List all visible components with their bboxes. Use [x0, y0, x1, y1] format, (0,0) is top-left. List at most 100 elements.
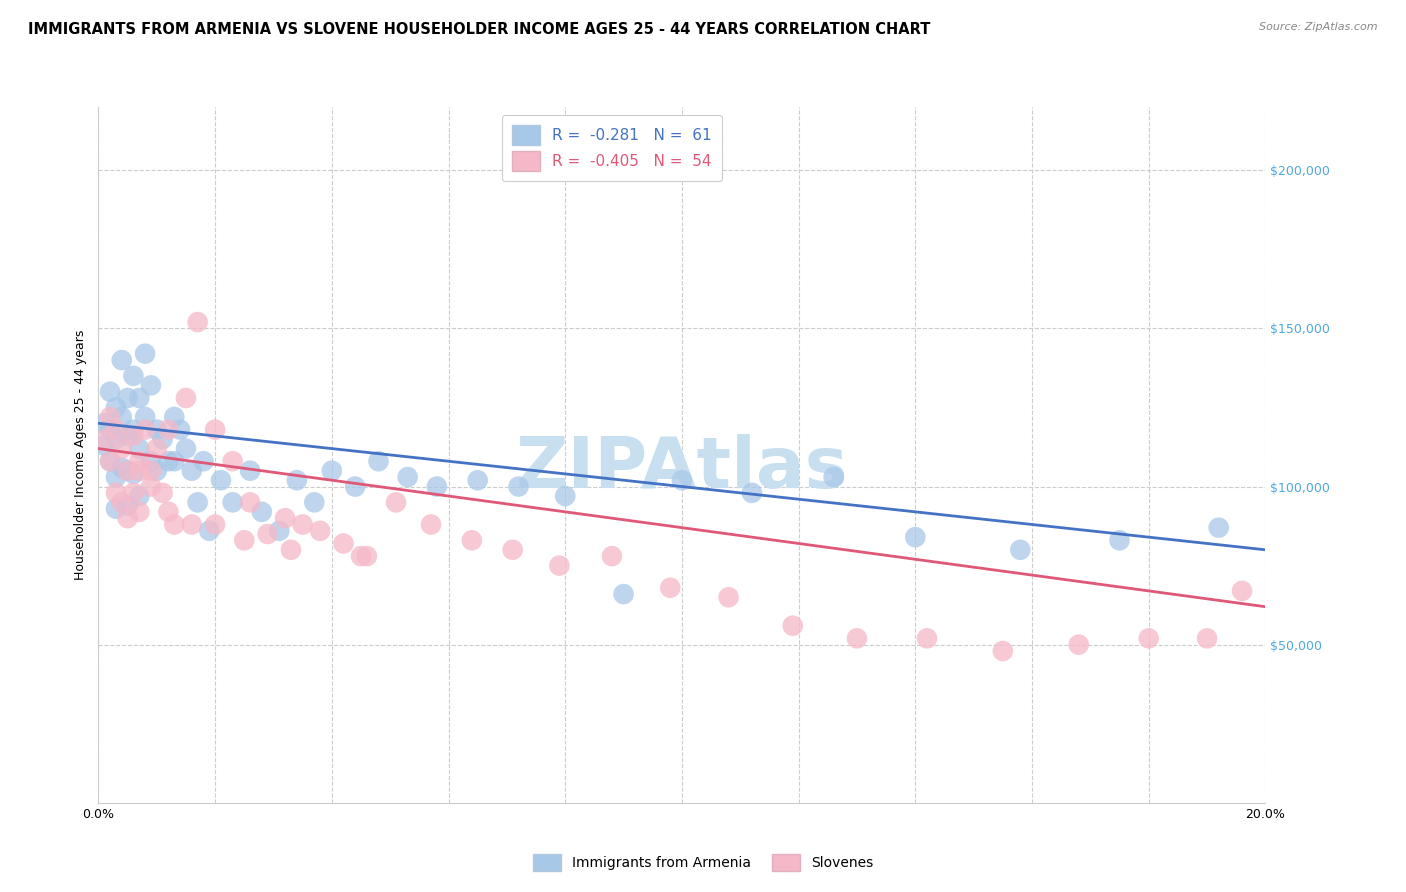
Point	[117, 511, 139, 525]
Point	[122, 467, 145, 481]
Point	[717, 591, 740, 605]
Point	[146, 464, 169, 478]
Point	[1137, 632, 1160, 646]
Point	[269, 524, 291, 538]
Point	[152, 432, 174, 446]
Point	[502, 542, 524, 557]
Point	[845, 632, 868, 646]
Point	[671, 473, 693, 487]
Point	[198, 524, 221, 538]
Point	[93, 438, 115, 452]
Point	[139, 464, 162, 478]
Point	[128, 489, 150, 503]
Point	[163, 454, 186, 468]
Point	[344, 479, 367, 493]
Point	[104, 501, 127, 516]
Point	[117, 499, 139, 513]
Text: ZIPAtlas: ZIPAtlas	[516, 434, 848, 503]
Point	[128, 505, 150, 519]
Point	[111, 460, 134, 475]
Point	[111, 409, 134, 424]
Point	[98, 454, 121, 468]
Point	[163, 409, 186, 424]
Point	[321, 464, 343, 478]
Point	[117, 464, 139, 478]
Point	[117, 429, 139, 443]
Point	[823, 470, 845, 484]
Point	[1108, 533, 1130, 548]
Point	[204, 517, 226, 532]
Point	[174, 391, 197, 405]
Point	[122, 486, 145, 500]
Point	[122, 368, 145, 383]
Point	[180, 517, 202, 532]
Point	[146, 442, 169, 456]
Point	[256, 527, 278, 541]
Point	[209, 473, 232, 487]
Y-axis label: Householder Income Ages 25 - 44 years: Householder Income Ages 25 - 44 years	[75, 330, 87, 580]
Point	[134, 347, 156, 361]
Point	[233, 533, 256, 548]
Point	[461, 533, 484, 548]
Point	[104, 401, 127, 415]
Text: Source: ZipAtlas.com: Source: ZipAtlas.com	[1260, 22, 1378, 32]
Point	[187, 495, 209, 509]
Point	[304, 495, 326, 509]
Point	[117, 464, 139, 478]
Point	[146, 423, 169, 437]
Point	[128, 454, 150, 468]
Point	[396, 470, 419, 484]
Legend: R =  -0.281   N =  61, R =  -0.405   N =  54: R = -0.281 N = 61, R = -0.405 N = 54	[502, 115, 723, 181]
Point	[122, 429, 145, 443]
Point	[741, 486, 763, 500]
Point	[367, 454, 389, 468]
Point	[139, 454, 162, 468]
Point	[157, 505, 180, 519]
Point	[169, 423, 191, 437]
Point	[111, 353, 134, 368]
Point	[612, 587, 634, 601]
Point	[128, 391, 150, 405]
Point	[332, 536, 354, 550]
Point	[122, 423, 145, 437]
Point	[1230, 583, 1253, 598]
Point	[193, 454, 215, 468]
Point	[1010, 542, 1032, 557]
Point	[991, 644, 1014, 658]
Point	[98, 423, 121, 437]
Point	[187, 315, 209, 329]
Point	[239, 464, 262, 478]
Point	[508, 479, 530, 493]
Point	[1195, 632, 1218, 646]
Point	[157, 423, 180, 437]
Point	[1067, 638, 1090, 652]
Point	[117, 391, 139, 405]
Point	[98, 384, 121, 399]
Point	[163, 517, 186, 532]
Point	[128, 464, 150, 478]
Point	[111, 442, 134, 456]
Point	[157, 454, 180, 468]
Point	[600, 549, 623, 563]
Point	[420, 517, 443, 532]
Point	[291, 517, 314, 532]
Point	[104, 432, 127, 446]
Point	[134, 423, 156, 437]
Point	[174, 442, 197, 456]
Point	[280, 542, 302, 557]
Point	[904, 530, 927, 544]
Point	[659, 581, 682, 595]
Point	[111, 495, 134, 509]
Text: IMMIGRANTS FROM ARMENIA VS SLOVENE HOUSEHOLDER INCOME AGES 25 - 44 YEARS CORRELA: IMMIGRANTS FROM ARMENIA VS SLOVENE HOUSE…	[28, 22, 931, 37]
Point	[93, 432, 115, 446]
Point	[548, 558, 571, 573]
Point	[285, 473, 308, 487]
Point	[250, 505, 273, 519]
Point	[104, 470, 127, 484]
Point	[426, 479, 449, 493]
Point	[554, 489, 576, 503]
Point	[350, 549, 373, 563]
Point	[467, 473, 489, 487]
Point	[221, 454, 243, 468]
Point	[98, 454, 121, 468]
